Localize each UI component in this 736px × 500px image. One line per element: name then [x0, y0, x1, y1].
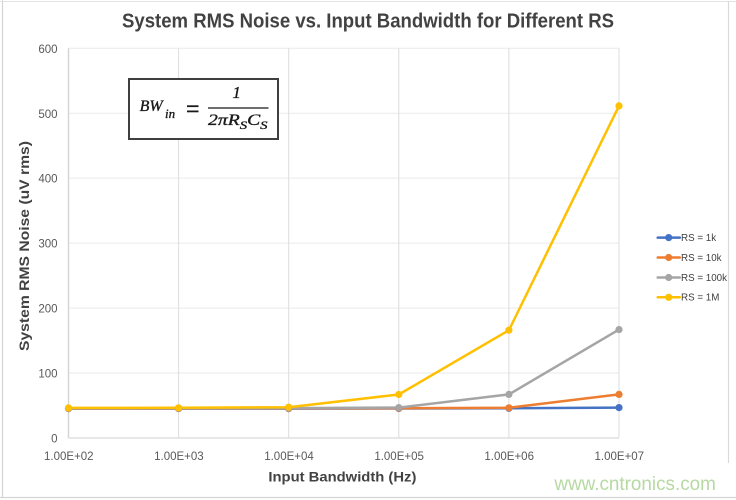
- svg-text:200: 200: [38, 304, 57, 316]
- svg-text:0: 0: [51, 434, 57, 446]
- svg-text:1.00E+04: 1.00E+04: [264, 451, 314, 463]
- svg-text:1: 1: [232, 83, 241, 102]
- svg-text:500: 500: [38, 109, 57, 121]
- svg-text:600: 600: [38, 44, 57, 56]
- svg-text:RS = 1k: RS = 1k: [681, 233, 716, 244]
- svg-text:400: 400: [38, 174, 57, 186]
- svg-text:100: 100: [38, 369, 57, 381]
- svg-text:1.00E+02: 1.00E+02: [44, 451, 94, 463]
- svg-text:RS = 1M: RS = 1M: [681, 293, 719, 304]
- svg-text:BW: BW: [140, 98, 165, 115]
- svg-text:RS = 100k: RS = 100k: [681, 273, 727, 284]
- svg-text:RS = 10k: RS = 10k: [681, 253, 722, 264]
- svg-text:300: 300: [38, 239, 57, 251]
- svg-text:Input Bandwidth (Hz): Input Bandwidth (Hz): [268, 469, 416, 484]
- svg-text:www.cntronics.com: www.cntronics.com: [553, 474, 715, 495]
- svg-text:1.00E+03: 1.00E+03: [154, 451, 204, 463]
- svg-text:in: in: [165, 106, 175, 121]
- svg-text:1.00E+05: 1.00E+05: [374, 451, 424, 463]
- svg-text:System RMS Noise (uV rms): System RMS Noise (uV rms): [17, 141, 32, 351]
- svg-text:1.00E+07: 1.00E+07: [595, 451, 645, 463]
- svg-text:1.00E+06: 1.00E+06: [484, 451, 534, 463]
- svg-text:System RMS Noise vs. Input Ban: System RMS Noise vs. Input Bandwidth for…: [122, 11, 614, 33]
